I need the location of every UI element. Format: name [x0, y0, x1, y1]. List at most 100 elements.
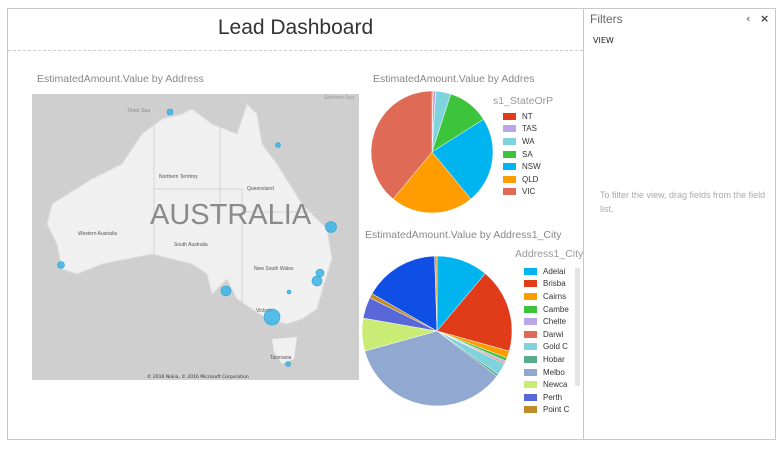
legend-swatch: [524, 381, 537, 389]
filters-view-section: VIEW: [593, 36, 614, 45]
legend-item[interactable]: SA: [503, 148, 563, 161]
state-legend-title: s1_StateOrP: [493, 95, 554, 107]
legend-item[interactable]: NSW: [503, 160, 563, 173]
legend-swatch: [524, 355, 537, 363]
legend-item[interactable]: QLD: [503, 173, 563, 186]
region-label: New South Wales: [254, 266, 294, 272]
legend-swatch: [503, 112, 516, 120]
legend-swatch: [524, 318, 537, 326]
state-legend: NT TAS WA SA NSW QLD VIC: [503, 110, 563, 198]
legend-swatch: [524, 267, 537, 275]
region-label: Victoria: [256, 308, 273, 314]
legend-item[interactable]: Adelai: [524, 265, 569, 278]
legend-item[interactable]: Melbo: [524, 366, 569, 379]
legend-label: Brisba: [543, 279, 566, 289]
legend-item[interactable]: TAS: [503, 123, 563, 136]
map-visual[interactable]: AUSTRALIA Timor Sea Solomon Sea Northern…: [32, 94, 359, 380]
legend-label: Newca: [543, 380, 568, 390]
legend-swatch: [524, 305, 537, 313]
legend-scrollbar[interactable]: [575, 268, 580, 386]
legend-label: Melbo: [543, 367, 565, 377]
sea-label: Timor Sea: [127, 108, 150, 114]
legend-swatch: [503, 175, 516, 183]
legend-label: Adelai: [543, 266, 566, 276]
region-label: Queensland: [247, 186, 274, 192]
state-chart-title: EstimatedAmount.Value by Addres: [373, 73, 535, 85]
pie-slice[interactable]: [431, 118, 494, 200]
city-legend-title: Address1_City: [515, 248, 583, 260]
australia-landmass: [46, 103, 333, 325]
pie-slice[interactable]: [436, 273, 513, 352]
tasmania: [272, 337, 297, 364]
legend-item[interactable]: Brisba: [524, 278, 569, 291]
city-chart-title: EstimatedAmount.Value by Address1_City: [365, 229, 562, 241]
legend-item[interactable]: NT: [503, 110, 563, 123]
legend-label: SA: [522, 149, 533, 159]
legend-swatch: [524, 330, 537, 338]
legend-label: NT: [522, 111, 533, 121]
filters-hint: To filter the view, drag fields from the…: [600, 190, 766, 214]
pie-slice[interactable]: [434, 255, 438, 332]
legend-swatch: [503, 163, 516, 171]
legend-label: NSW: [522, 162, 541, 172]
map-bubble[interactable]: [275, 142, 281, 148]
region-label: Western Australia: [78, 231, 117, 237]
legend-item[interactable]: Newca: [524, 378, 569, 391]
map-copyright: © 2016 Nokia, © 2016 Microsoft Corporati…: [147, 373, 249, 380]
report-canvas: [7, 8, 776, 440]
legend-item[interactable]: Perth: [524, 391, 569, 404]
legend-label: Hobar: [543, 354, 565, 364]
legend-item[interactable]: Darwi: [524, 328, 569, 341]
pie-slice[interactable]: [370, 90, 433, 200]
region-label: South Australia: [174, 242, 208, 248]
city-pie-chart: [361, 255, 513, 407]
legend-label: Cambe: [543, 304, 569, 314]
legend-label: Chelte: [543, 317, 567, 327]
sea-label: Solomon Sea: [324, 95, 354, 101]
state-borders: [153, 119, 317, 304]
legend-label: TAS: [522, 124, 537, 134]
legend-item[interactable]: Point C: [524, 404, 569, 415]
legend-label: WA: [522, 136, 535, 146]
title-divider: [8, 50, 583, 51]
map-bubble[interactable]: [325, 221, 337, 233]
legend-item[interactable]: Cambe: [524, 303, 569, 316]
pie-slice[interactable]: [364, 330, 498, 407]
legend-label: VIC: [522, 187, 536, 197]
legend-swatch: [524, 292, 537, 300]
city-legend: Adelai Brisba Cairns Cambe Chelte Darwi Gold C…: [524, 265, 569, 415]
legend-swatch: [524, 280, 537, 288]
legend-swatch: [524, 368, 537, 376]
legend-swatch: [503, 188, 516, 196]
filters-title: Filters: [590, 12, 623, 26]
pie-slice[interactable]: [371, 255, 438, 332]
australia-map: AUSTRALIA Timor Sea Solomon Sea Northern…: [46, 95, 354, 380]
map-bubble[interactable]: [220, 285, 232, 297]
legend-swatch: [524, 343, 537, 351]
legend-item[interactable]: Hobar: [524, 353, 569, 366]
legend-item[interactable]: Cairns: [524, 290, 569, 303]
region-label: Tasmania: [270, 355, 292, 361]
legend-label: Gold C: [543, 342, 568, 352]
legend-label: Cairns: [543, 291, 567, 301]
map-bubble[interactable]: [286, 289, 292, 295]
filters-pane: Filters ‹ × VIEW To filter the view, dra…: [583, 8, 776, 440]
legend-item[interactable]: Chelte: [524, 315, 569, 328]
map-bubble[interactable]: [263, 308, 281, 326]
legend-item[interactable]: VIC: [503, 186, 563, 199]
map-bubble[interactable]: [57, 261, 65, 269]
legend-item[interactable]: WA: [503, 135, 563, 148]
legend-label: Point C: [543, 405, 569, 415]
chevron-left-icon[interactable]: ‹: [746, 12, 751, 25]
close-icon[interactable]: ×: [760, 12, 770, 25]
legend-swatch: [503, 125, 516, 133]
pie-slice[interactable]: [392, 151, 472, 214]
region-label: Northern Territory: [159, 174, 198, 180]
map-bubble[interactable]: [311, 275, 323, 287]
map-bubble[interactable]: [166, 108, 174, 116]
country-label: AUSTRALIA: [150, 199, 312, 231]
legend-item[interactable]: Gold C: [524, 341, 569, 354]
map-title: EstimatedAmount.Value by Address: [37, 73, 204, 85]
state-pie-chart: [370, 90, 494, 214]
map-bubble[interactable]: [285, 361, 291, 367]
